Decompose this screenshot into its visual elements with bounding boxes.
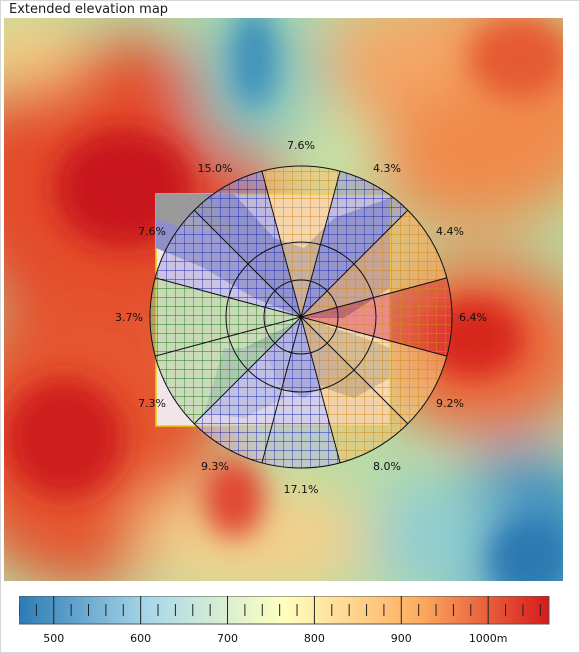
legend-ticks: 500 600 700 800 900 1000m: [19, 596, 541, 645]
sector-label: 9.2%: [436, 397, 464, 410]
sector-divider: [155, 277, 302, 318]
sector-divider: [261, 316, 302, 463]
sector-label: 4.3%: [373, 162, 401, 175]
sector-label: 7.6%: [287, 139, 315, 152]
sector-divider: [300, 316, 409, 425]
legend-tick-label: 800: [304, 632, 325, 645]
sector-grid: [301, 171, 408, 317]
sector-label: 9.3%: [201, 460, 229, 473]
elevation-map[interactable]: 7.6% 4.3% 4.4% 6.4% 9.2% 8.0% 17.1% 9.3% 7.3% 3.7…: [4, 18, 563, 581]
sector-divider: [261, 171, 302, 318]
sector-label: 8.0%: [373, 460, 401, 473]
elevation-map-canvas[interactable]: 7.6% 4.3% 4.4% 6.4% 9.2% 8.0% 17.1% 9.3% 7.3% 3.7…: [4, 18, 563, 581]
sector-label: 6.4%: [459, 311, 487, 324]
sector-divider: [300, 277, 447, 318]
legend-tick-label: 500: [43, 632, 64, 645]
sector-grid: [155, 317, 301, 424]
sector-divider: [155, 316, 302, 357]
sector-grid: [301, 317, 408, 463]
sector-divider: [300, 316, 447, 357]
sector-divider: [300, 171, 341, 318]
legend-tick-label: 600: [130, 632, 151, 645]
sector-label: 15.0%: [198, 162, 233, 175]
elevation-legend: 500 600 700 800 900 1000m: [19, 596, 551, 646]
sector-grid: [301, 317, 447, 424]
legend-tick-label: 900: [391, 632, 412, 645]
legend-tick-label: 700: [217, 632, 238, 645]
sector-label: 4.4%: [436, 225, 464, 238]
sector-divider: [300, 209, 409, 318]
sector-grid: [301, 210, 447, 317]
sector-grid: [155, 210, 301, 317]
sector-divider: [193, 209, 302, 318]
legend-tick-label: 1000m: [469, 632, 508, 645]
sector-label-layer: 7.6% 4.3% 4.4% 6.4% 9.2% 8.0% 17.1% 9.3% 7.3% 3.7…: [115, 139, 487, 496]
map-title: Extended elevation map: [7, 2, 171, 18]
sector-divider: [300, 316, 341, 463]
sector-divider: [193, 316, 302, 425]
sector-grid: [194, 171, 301, 317]
sector-label: 17.1%: [284, 483, 319, 496]
legend-color-bar: [19, 596, 550, 625]
sector-label: 3.7%: [115, 311, 143, 324]
sector-rays: [155, 171, 447, 463]
wind-rose: [149, 165, 453, 469]
sector-grid: [194, 317, 301, 463]
sector-label: 7.6%: [138, 225, 166, 238]
sector-label: 7.3%: [138, 397, 166, 410]
